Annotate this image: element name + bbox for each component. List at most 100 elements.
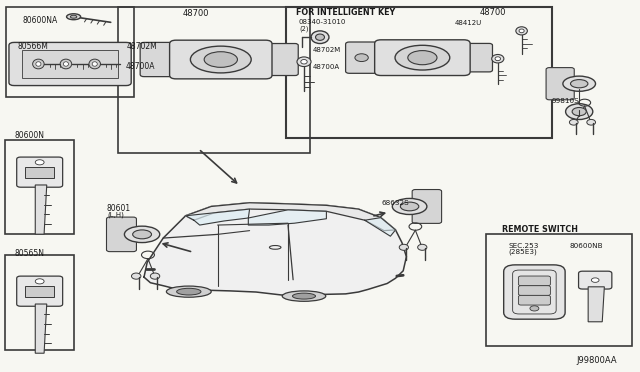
Ellipse shape (418, 244, 427, 250)
Polygon shape (588, 287, 604, 322)
FancyBboxPatch shape (504, 265, 565, 319)
Text: J99800AA: J99800AA (576, 356, 616, 365)
Text: 08340-31010: 08340-31010 (299, 19, 346, 25)
Text: 48700: 48700 (182, 9, 209, 18)
Bar (118, 7, 310, 153)
FancyBboxPatch shape (346, 42, 378, 73)
Text: 80565N: 80565N (14, 249, 44, 258)
FancyBboxPatch shape (412, 189, 442, 223)
Text: 80600N: 80600N (14, 131, 44, 140)
Text: (L,H): (L,H) (107, 211, 124, 218)
Ellipse shape (124, 226, 160, 243)
Text: 80566M: 80566M (18, 42, 49, 51)
FancyBboxPatch shape (518, 295, 550, 305)
Ellipse shape (297, 57, 311, 67)
FancyBboxPatch shape (265, 44, 298, 76)
Ellipse shape (67, 14, 81, 20)
Text: 48700A: 48700A (312, 64, 339, 70)
Ellipse shape (355, 54, 368, 61)
Ellipse shape (519, 29, 524, 33)
Polygon shape (35, 185, 47, 234)
Ellipse shape (282, 291, 326, 301)
FancyBboxPatch shape (374, 40, 470, 76)
Ellipse shape (591, 278, 599, 282)
Text: 80601: 80601 (107, 204, 131, 213)
Text: 48702M: 48702M (312, 47, 340, 53)
Polygon shape (365, 218, 396, 236)
Ellipse shape (33, 59, 44, 69)
Text: 99810S: 99810S (552, 98, 579, 104)
FancyBboxPatch shape (579, 271, 612, 289)
Bar (5, 140, 74, 234)
Ellipse shape (35, 279, 44, 284)
Ellipse shape (311, 31, 329, 44)
Ellipse shape (570, 80, 588, 88)
Ellipse shape (292, 293, 316, 299)
Ellipse shape (516, 27, 527, 35)
Ellipse shape (166, 286, 211, 297)
Ellipse shape (92, 62, 97, 66)
Ellipse shape (495, 57, 500, 61)
Ellipse shape (63, 62, 68, 66)
Text: (2): (2) (299, 25, 308, 32)
Text: 80600NA: 80600NA (22, 16, 58, 25)
Ellipse shape (204, 52, 237, 67)
Ellipse shape (177, 288, 201, 295)
Polygon shape (248, 210, 326, 225)
FancyBboxPatch shape (17, 276, 63, 306)
Text: 48700: 48700 (480, 8, 506, 17)
Ellipse shape (566, 104, 593, 119)
Ellipse shape (587, 119, 595, 125)
Text: 80600NB: 80600NB (570, 243, 604, 248)
FancyBboxPatch shape (518, 286, 550, 295)
Ellipse shape (191, 46, 251, 73)
Bar (286, 7, 552, 138)
Ellipse shape (530, 306, 539, 311)
Ellipse shape (301, 60, 307, 64)
FancyBboxPatch shape (546, 68, 574, 100)
Ellipse shape (572, 108, 586, 116)
Text: SEC.253: SEC.253 (508, 243, 538, 248)
Ellipse shape (60, 59, 72, 69)
Bar (5, 255, 74, 350)
Ellipse shape (563, 76, 596, 91)
Polygon shape (186, 209, 250, 225)
Polygon shape (144, 203, 406, 296)
Ellipse shape (132, 230, 152, 239)
Ellipse shape (392, 198, 427, 215)
Ellipse shape (401, 202, 419, 211)
Ellipse shape (399, 244, 408, 250)
FancyBboxPatch shape (17, 157, 63, 187)
Polygon shape (35, 304, 47, 353)
Ellipse shape (70, 15, 77, 18)
Bar (22, 50, 118, 78)
FancyBboxPatch shape (462, 44, 493, 72)
Bar (6, 7, 134, 97)
FancyBboxPatch shape (170, 40, 272, 79)
Ellipse shape (492, 54, 504, 63)
Text: (285E3): (285E3) (508, 249, 537, 256)
FancyBboxPatch shape (140, 42, 177, 77)
FancyBboxPatch shape (9, 42, 131, 86)
Ellipse shape (36, 62, 41, 66)
Ellipse shape (89, 59, 100, 69)
Ellipse shape (395, 45, 450, 70)
Text: FOR INTELLIGENT KEY: FOR INTELLIGENT KEY (296, 8, 395, 17)
FancyBboxPatch shape (518, 276, 550, 286)
Bar (486, 234, 632, 346)
Text: 48412U: 48412U (454, 20, 482, 26)
Polygon shape (186, 203, 396, 231)
Text: REMOTE SWITCH: REMOTE SWITCH (502, 225, 579, 234)
Ellipse shape (570, 119, 578, 125)
Bar (26, 167, 54, 177)
Ellipse shape (35, 160, 44, 165)
FancyBboxPatch shape (106, 217, 136, 251)
Text: 48702M: 48702M (127, 42, 157, 51)
Ellipse shape (316, 34, 324, 40)
Text: 68632S: 68632S (381, 200, 409, 206)
Bar (26, 286, 54, 296)
Text: 48700A: 48700A (125, 62, 155, 71)
Ellipse shape (150, 273, 160, 279)
Ellipse shape (131, 273, 141, 279)
Ellipse shape (408, 51, 437, 65)
